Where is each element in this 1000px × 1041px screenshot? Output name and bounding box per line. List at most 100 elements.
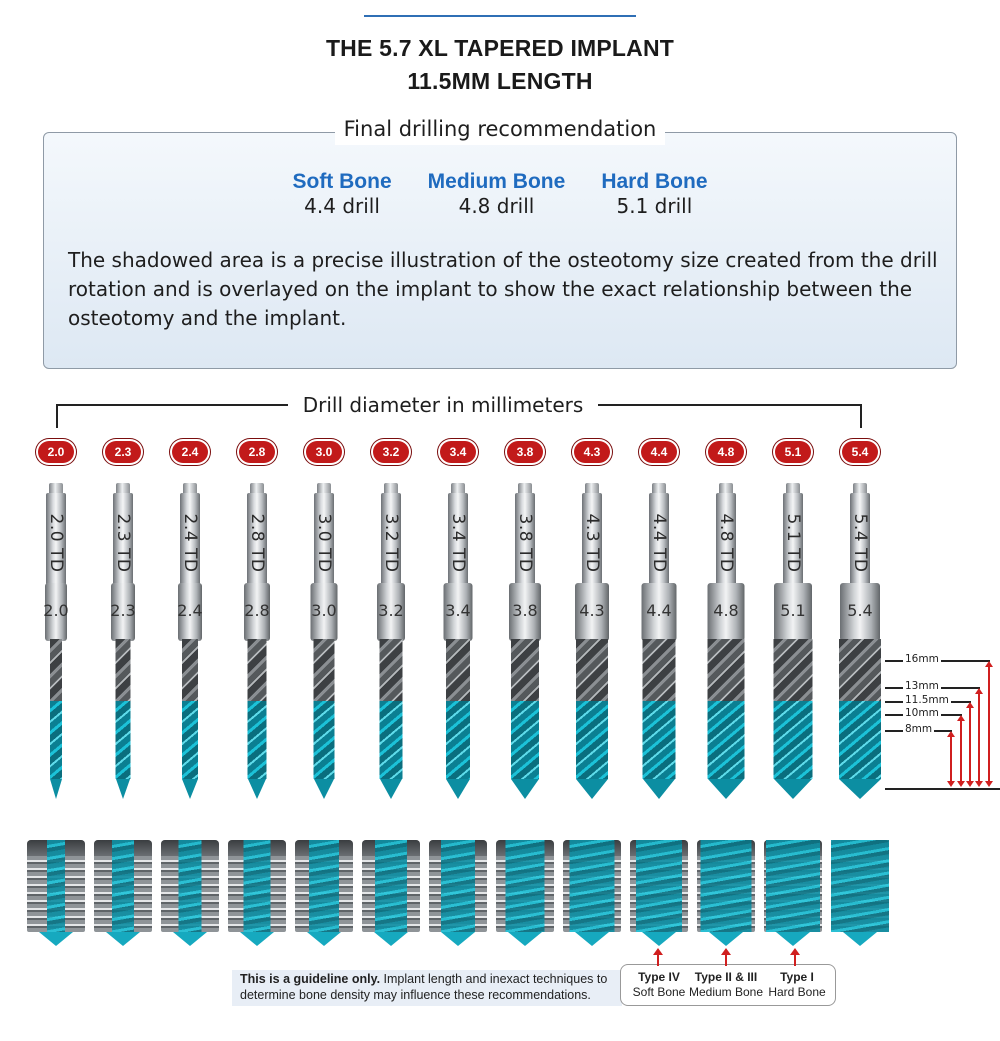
drill-point: [839, 779, 881, 799]
drill-point: [708, 779, 744, 799]
drill-collar-label: 4.8: [713, 601, 739, 620]
drill-collar-label: 4.3: [579, 601, 605, 620]
drill-collar: [509, 583, 541, 641]
drill-flute: [707, 639, 745, 705]
drill-collar: [443, 583, 473, 641]
arrow-up-icon: [790, 948, 800, 966]
bone-type-i-desc: Hard Bone: [768, 985, 826, 999]
drill-bit: 3.0 TD 3.0: [294, 483, 354, 803]
drill-flute: [773, 639, 813, 705]
drill-shank-label: 3.0 TD: [314, 513, 334, 573]
recommendation-text: The shadowed area is a precise illustrat…: [68, 248, 938, 330]
drill-collar: [310, 583, 338, 641]
drill-shank: [515, 493, 535, 585]
drill-shank: [448, 493, 468, 585]
drill-diameter-badge: 2.3: [105, 441, 141, 463]
drill-collar-label: 4.4: [646, 601, 672, 620]
osteotomy-overlay: [766, 840, 820, 932]
drill-cutting-zone: [182, 701, 198, 779]
drill-point: [314, 779, 334, 799]
drill-shank-label: 3.8 TD: [515, 513, 535, 573]
implant-apex: [843, 932, 877, 946]
drill-collar-label: 3.8: [512, 601, 538, 620]
drill-tip: [719, 483, 733, 495]
osteotomy-overlay: [243, 840, 271, 932]
drill-shank: [649, 493, 669, 585]
depth-mark-16: 16mm: [903, 653, 941, 665]
drill-point: [116, 779, 130, 799]
drill-shank-label: 2.0 TD: [46, 513, 66, 573]
implant: [697, 840, 755, 948]
implant: [831, 840, 889, 948]
drill-tip: [116, 483, 130, 495]
guideline-bold: This is a guideline only.: [240, 972, 381, 986]
drill-collar: [45, 583, 67, 641]
drill-point: [643, 779, 675, 799]
bone-medium-name: Medium Bone: [427, 170, 566, 193]
drill-tip: [853, 483, 867, 495]
drill-flute: [839, 639, 881, 705]
drill-collar-label: 2.4: [177, 601, 203, 620]
bone-hard: Hard Bone 5.1 drill: [601, 170, 707, 218]
drill-collar-label: 5.1: [780, 601, 806, 620]
drill-tip: [250, 483, 264, 495]
drill-shank-label: 5.1 TD: [783, 513, 803, 573]
drill-collar-label: 5.4: [847, 601, 873, 620]
drill-diameter-badge: 2.0: [38, 441, 74, 463]
drill-cutting-zone: [576, 701, 608, 779]
osteotomy-overlay: [441, 840, 475, 932]
drill-collar: [641, 583, 677, 641]
drill-flute: [511, 639, 539, 705]
drill-collar: [111, 583, 135, 641]
drill-point: [50, 779, 62, 799]
drill-diameter-badge: 4.3: [574, 441, 610, 463]
drill-collar-label: 3.0: [311, 601, 337, 620]
drill-cutting-zone: [839, 701, 881, 779]
drill-shank-label: 4.4 TD: [649, 513, 669, 573]
bone-type-iv: Type IV Soft Bone: [626, 970, 692, 1000]
drill-bit: 5.4 TD 5.4: [830, 483, 890, 803]
drill-tip: [518, 483, 532, 495]
drill-cutting-zone: [707, 701, 745, 779]
depth-scale: 16mm 13mm 11.5mm 10mm 8mm: [885, 650, 1000, 800]
drill-cutting-zone: [511, 701, 539, 779]
bone-soft: Soft Bone 4.4 drill: [292, 170, 391, 218]
bone-type-ii-iii: Type II & III Medium Bone: [686, 970, 766, 1000]
drill-cutting-zone: [642, 701, 676, 779]
implant: [429, 840, 487, 948]
depth-arrow-10: [957, 715, 965, 787]
drill-shank: [113, 493, 133, 585]
depth-arrow-11-5: [966, 702, 974, 787]
drill-collar: [377, 583, 405, 641]
drill-collar: [575, 583, 609, 641]
bone-type-iv-desc: Soft Bone: [632, 985, 686, 999]
implant: [161, 840, 219, 948]
drill-flute: [247, 639, 267, 705]
drill-shank-label: 3.4 TD: [448, 513, 468, 573]
drill-shank-label: 2.8 TD: [247, 513, 267, 573]
drill-point: [446, 779, 470, 799]
bone-type-box: [620, 964, 836, 1006]
bone-type-i: Type I Hard Bone: [764, 970, 830, 1000]
drill-flute: [446, 639, 470, 705]
diameter-label: Drill diameter in millimeters: [288, 390, 598, 420]
drill-bit: 2.8 TD 2.8: [227, 483, 287, 803]
drill-shank: [46, 493, 66, 585]
implant-apex: [709, 932, 743, 946]
drill-diameter-badge: 3.2: [373, 441, 409, 463]
osteotomy-overlay: [178, 840, 202, 932]
drill-shank-label: 2.3 TD: [113, 513, 133, 573]
depth-arrow-13: [975, 688, 983, 787]
bone-recommendations: Soft Bone 4.4 drill Medium Bone 4.8 dril…: [0, 170, 1000, 218]
drill-point: [380, 779, 402, 799]
page-title: THE 5.7 XL TAPERED IMPLANT 11.5MM LENGTH: [0, 32, 1000, 98]
osteotomy-overlay: [831, 840, 889, 932]
drill-collar-label: 2.3: [110, 601, 136, 620]
drill-shank: [247, 493, 267, 585]
implant: [228, 840, 286, 948]
drill-point: [774, 779, 812, 799]
bone-medium-drill: 4.8 drill: [458, 194, 535, 218]
drill-tip: [451, 483, 465, 495]
implant-apex: [776, 932, 810, 946]
drill-collar-label: 2.0: [43, 601, 69, 620]
